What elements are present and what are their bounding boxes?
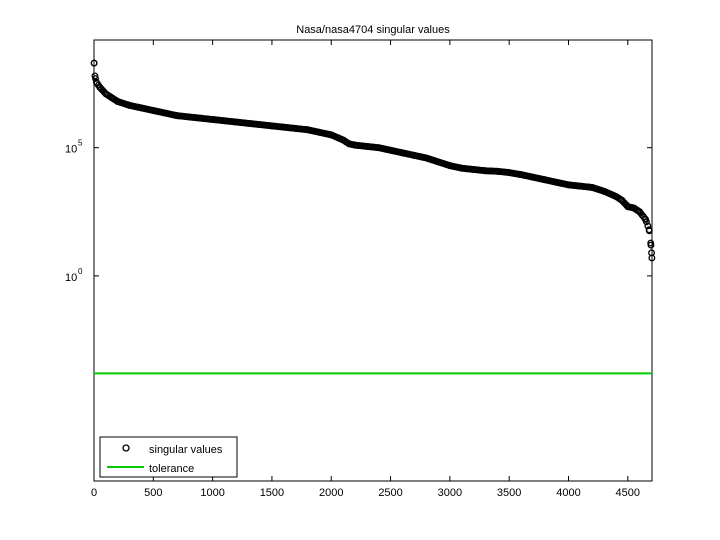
data-point	[647, 241, 655, 249]
legend-box	[99, 436, 238, 478]
legend-label-tolerance: tolerance	[149, 463, 194, 475]
x-axis-ticks: 0 500 1000 1500 2000 2500 3000 3500 4000 4500	[91, 40, 640, 499]
singular-values-series	[90, 59, 656, 262]
data-point	[91, 72, 99, 80]
x-tick-label: 3000	[438, 487, 462, 499]
y-tick-label-base: 10	[65, 144, 77, 156]
x-tick-label: 0	[91, 487, 97, 499]
data-point	[645, 227, 653, 235]
data-point	[90, 59, 98, 67]
legend-label-singular-values: singular values	[149, 444, 223, 456]
chart-title: Nasa/nasa4704 singular values	[296, 24, 450, 36]
x-tick-label: 2000	[319, 487, 343, 499]
legend-marker-singular-values	[122, 444, 130, 452]
y-tick-label-exponent: 5	[78, 139, 83, 148]
y-tick-label-exponent: 0	[78, 267, 83, 276]
x-tick-label: 1000	[200, 487, 224, 499]
x-tick-label: 4500	[616, 487, 640, 499]
plot-area	[93, 39, 653, 482]
x-tick-label: 4000	[556, 487, 580, 499]
data-point	[648, 254, 656, 262]
data-point	[642, 218, 650, 226]
x-tick-label: 2500	[378, 487, 402, 499]
legend: singular values tolerance	[99, 436, 238, 478]
x-tick-label: 3500	[497, 487, 521, 499]
y-tick-label-base: 10	[65, 272, 77, 284]
x-tick-label: 500	[144, 487, 162, 499]
x-tick-label: 1500	[260, 487, 284, 499]
